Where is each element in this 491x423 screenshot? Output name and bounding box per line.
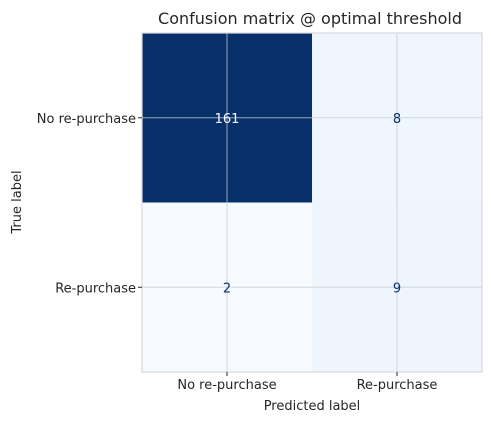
x-tick-label-0: No re-purchase xyxy=(177,378,276,393)
cell-values: 161 8 2 9 xyxy=(215,112,402,297)
x-tick-labels: No re-purchase Re-purchase xyxy=(177,372,437,393)
cell-value-0-0: 161 xyxy=(215,112,240,127)
gridlines xyxy=(142,33,482,372)
cell-value-1-1: 9 xyxy=(393,281,401,296)
y-tick-labels: No re-purchase Re-purchase xyxy=(37,112,142,296)
x-axis-label: Predicted label xyxy=(264,399,361,414)
heatmap-cells xyxy=(142,33,482,372)
chart-title: Confusion matrix @ optimal threshold xyxy=(158,9,462,28)
y-tick-label-1: Re-purchase xyxy=(55,281,136,296)
x-tick-label-1: Re-purchase xyxy=(357,378,438,393)
cell-value-1-0: 2 xyxy=(223,281,231,296)
cell-value-0-1: 8 xyxy=(393,112,401,127)
y-tick-label-0: No re-purchase xyxy=(37,112,136,127)
plot-frame xyxy=(141,32,483,373)
y-axis-label: True label xyxy=(10,170,25,234)
